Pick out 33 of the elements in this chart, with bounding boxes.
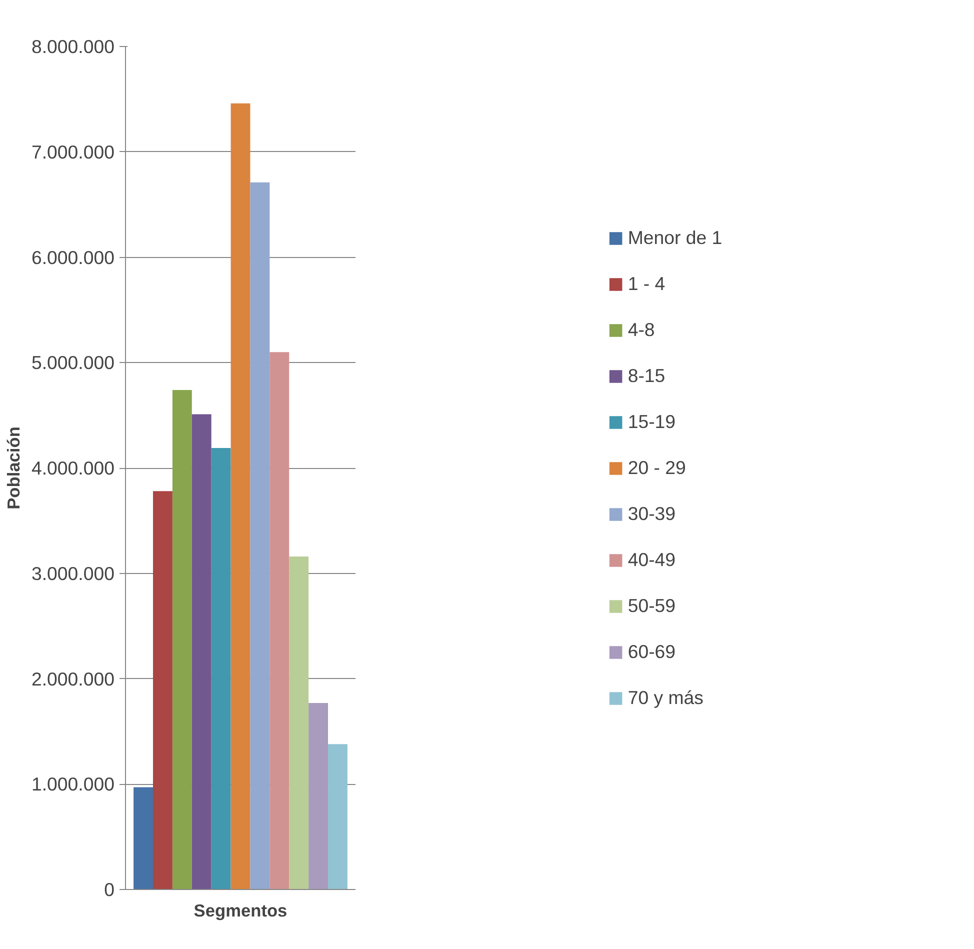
bar: [328, 744, 348, 890]
y-tick-label: 7.000.000: [32, 141, 115, 162]
legend-label: 1 - 4: [628, 272, 666, 294]
y-tick-label: 2.000.000: [32, 668, 115, 690]
legend-label: 70 y más: [628, 686, 704, 708]
legend-label: 50-59: [628, 594, 676, 616]
y-tick-label: 6.000.000: [32, 246, 115, 268]
legend-label: 60-69: [628, 640, 676, 662]
legend-label: 8-15: [628, 364, 666, 386]
bar: [172, 390, 192, 890]
bar: [192, 414, 212, 890]
y-tick-label: 5.000.000: [32, 352, 115, 374]
legend-label: Menor de 1: [628, 226, 722, 248]
y-tick-label: 0: [104, 879, 115, 900]
bar: [308, 702, 328, 890]
legend-label: 15-19: [628, 410, 676, 432]
x-axis-title: Segmentos: [194, 900, 288, 920]
legend-label: 4-8: [628, 318, 655, 340]
bar: [270, 352, 290, 890]
y-tick-label: 3.000.000: [32, 562, 115, 584]
y-tick-label: 8.000.000: [32, 36, 115, 57]
y-axis-title: Población: [4, 426, 24, 510]
legend-label: 40-49: [628, 548, 676, 570]
bar: [211, 448, 231, 890]
bar: [250, 182, 270, 890]
bar: [152, 491, 172, 890]
legend-label: 30-39: [628, 502, 676, 524]
y-tick-label: 1.000.000: [32, 774, 115, 795]
bar: [230, 103, 250, 890]
bar: [289, 556, 309, 890]
legend-label: 20 - 29: [628, 456, 686, 478]
y-tick-label: 4.000.000: [32, 458, 115, 478]
bar: [134, 787, 153, 890]
